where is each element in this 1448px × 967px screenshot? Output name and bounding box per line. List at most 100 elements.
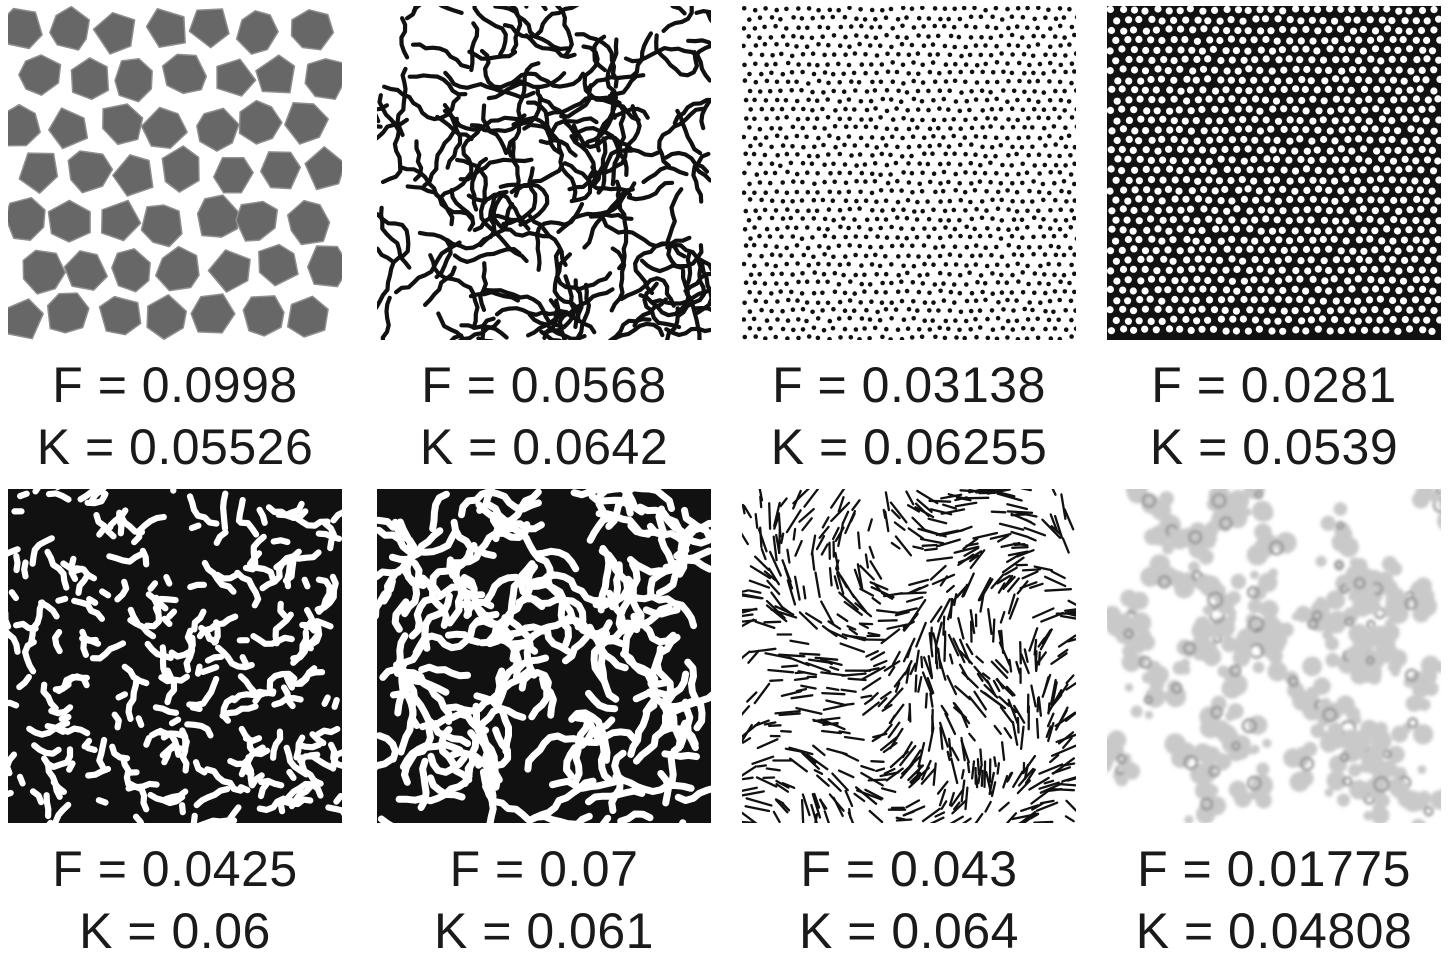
hole (1405, 325, 1414, 333)
dash (818, 798, 828, 810)
hole (1359, 166, 1367, 174)
spot (809, 161, 815, 166)
spot (904, 288, 910, 294)
dash (1049, 513, 1059, 532)
spot (806, 62, 812, 67)
hole (1239, 17, 1247, 25)
hole (1314, 166, 1322, 174)
blob (1296, 769, 1314, 787)
hole (1360, 306, 1368, 314)
dash (946, 674, 958, 696)
spot (964, 298, 970, 304)
spot (916, 254, 921, 259)
hole (1297, 195, 1305, 204)
dash (834, 526, 845, 543)
blob (1350, 666, 1369, 685)
spot (837, 151, 843, 157)
spot (909, 153, 914, 159)
spot (994, 262, 1000, 268)
spot (769, 291, 774, 296)
spot (778, 289, 783, 294)
hole (1107, 327, 1115, 335)
hole (1434, 95, 1441, 103)
spot (906, 126, 912, 132)
hole (1228, 95, 1236, 103)
spot (1020, 235, 1025, 240)
maze-stripe (408, 595, 437, 640)
hole (1136, 296, 1144, 304)
spot (1038, 300, 1043, 306)
spot (983, 43, 988, 48)
blob-ring (1183, 641, 1196, 655)
hole (1222, 327, 1230, 335)
spot (896, 88, 901, 94)
spot (847, 206, 853, 212)
spot (1001, 88, 1006, 93)
spot (877, 317, 883, 323)
maze-stripe (52, 801, 72, 823)
spot (972, 6, 977, 11)
spot (968, 327, 973, 332)
maze-stripe (13, 553, 21, 574)
spot (990, 197, 995, 203)
dash (875, 767, 886, 773)
hole (1395, 166, 1403, 174)
worm (468, 290, 520, 303)
spot (1052, 180, 1057, 186)
hole (1166, 165, 1174, 173)
spot (775, 153, 780, 158)
spot (1067, 280, 1072, 286)
dash (929, 564, 947, 581)
blob (1123, 762, 1141, 780)
dash (756, 764, 768, 768)
hole (1198, 305, 1206, 313)
spot (1068, 172, 1074, 177)
spot (774, 244, 779, 249)
dash (1043, 779, 1055, 785)
maze-stripe (270, 537, 291, 546)
spot (753, 79, 759, 85)
hole (1313, 246, 1321, 254)
spot (852, 217, 857, 222)
spot (785, 42, 790, 48)
spot (883, 307, 889, 312)
hole (1194, 177, 1202, 185)
spot (1041, 217, 1046, 222)
dash (884, 687, 904, 709)
spot (893, 160, 899, 166)
hole (1153, 166, 1161, 174)
hole (1125, 176, 1133, 185)
maze-stripe (28, 599, 46, 646)
hole (1267, 27, 1275, 35)
spot (751, 242, 757, 248)
dash (928, 499, 952, 503)
spot (915, 125, 920, 130)
dash (792, 489, 810, 505)
spot (758, 142, 763, 147)
spot (937, 142, 942, 148)
spot (831, 217, 836, 223)
spot (905, 326, 911, 332)
worm (524, 33, 577, 59)
hole (1183, 256, 1191, 264)
hole (1177, 306, 1185, 314)
dash (895, 607, 918, 615)
spot (796, 25, 801, 31)
spot (964, 23, 969, 29)
spot (1042, 272, 1047, 277)
blob (1319, 734, 1339, 753)
spot (811, 254, 816, 260)
hole (1124, 197, 1132, 205)
spot (836, 190, 842, 195)
hole (1342, 217, 1350, 225)
spot (980, 69, 985, 75)
dash (979, 748, 983, 767)
spot (969, 253, 975, 259)
spot (1001, 69, 1006, 75)
blob (1412, 680, 1430, 698)
maze-stripe (75, 571, 91, 596)
dash (1064, 815, 1075, 823)
spot (864, 34, 869, 39)
dash (788, 656, 810, 667)
hole (1291, 125, 1299, 134)
